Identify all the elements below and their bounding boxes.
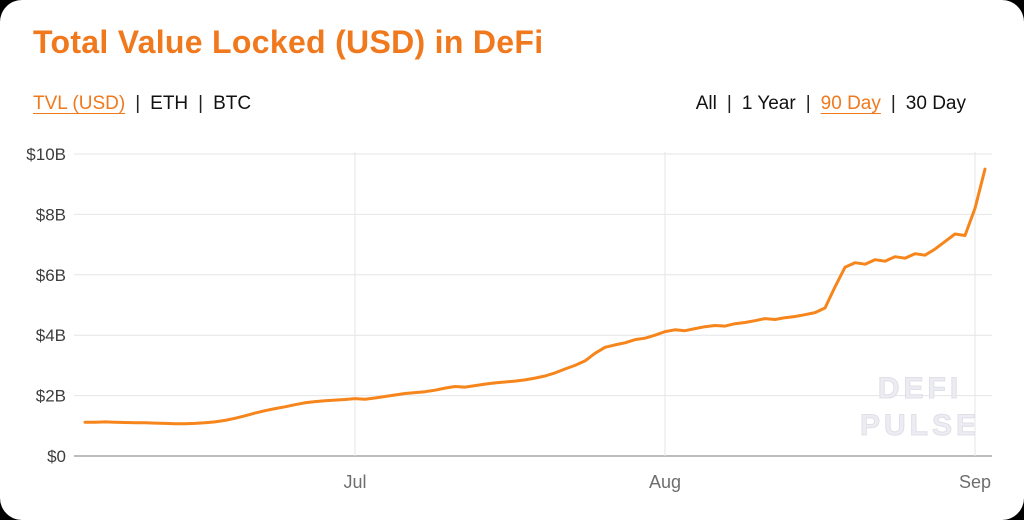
toggle-eth[interactable]: ETH xyxy=(150,93,189,114)
y-tick-label: $6B xyxy=(36,266,66,285)
chart-canvas[interactable]: $0 $2B $4B $6B $8B $10B Jul Aug Sep xyxy=(0,138,1024,510)
toggle-range-1-year[interactable]: 1 Year xyxy=(741,93,796,114)
toggle-range-90-day[interactable]: 90 Day xyxy=(820,93,881,114)
y-tick-label: $2B xyxy=(36,387,66,406)
toggle-btc[interactable]: BTC xyxy=(213,93,252,114)
toggle-range-all[interactable]: All xyxy=(695,93,717,114)
toggle-separator: | xyxy=(198,93,204,114)
metric-toggle-group: TVL (USD) | ETH | BTC xyxy=(33,93,251,115)
toggle-separator: | xyxy=(726,93,732,114)
toggle-separator: | xyxy=(890,93,896,114)
toggle-range-30-day[interactable]: 30 Day xyxy=(905,93,966,114)
tvl-chart: $0 $2B $4B $6B $8B $10B Jul Aug Sep DEFI PULSE xyxy=(0,138,1024,510)
y-tick-label: $4B xyxy=(36,326,66,345)
toggle-row: TVL (USD) | ETH | BTC All | 1 Year | 90 … xyxy=(33,93,966,115)
range-toggle-group: All | 1 Year | 90 Day | 30 Day xyxy=(696,93,966,115)
x-tick-label: Sep xyxy=(959,472,991,492)
tvl-line-series xyxy=(83,167,987,426)
toggle-separator: | xyxy=(135,93,141,114)
x-tick-label: Jul xyxy=(343,472,366,492)
y-tick-label: $8B xyxy=(36,205,66,224)
toggle-separator: | xyxy=(805,93,811,114)
y-tick-label: $10B xyxy=(26,145,66,164)
y-tick-label: $0 xyxy=(47,447,66,466)
page-title: Total Value Locked (USD) in DeFi xyxy=(33,24,544,60)
toggle-tvl-usd[interactable]: TVL (USD) xyxy=(33,93,126,114)
x-tick-label: Aug xyxy=(649,472,681,492)
